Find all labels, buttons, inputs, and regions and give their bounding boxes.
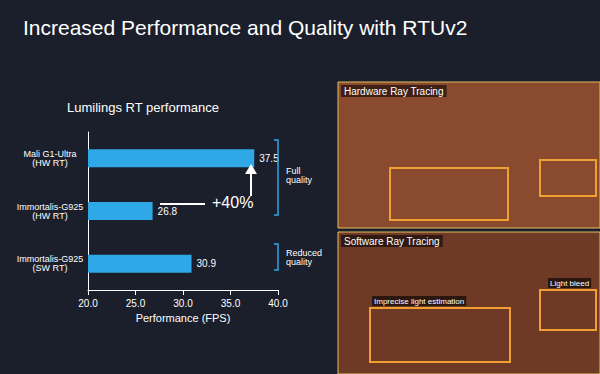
svg-text:Lumilings RT performance: Lumilings RT performance — [67, 100, 219, 115]
svg-text:Imprecise light estimation: Imprecise light estimation — [374, 297, 464, 306]
svg-text:(HW RT): (HW RT) — [32, 211, 67, 221]
svg-text:Hardware Ray Tracing: Hardware Ray Tracing — [344, 86, 443, 97]
svg-text:40.0: 40.0 — [268, 298, 288, 309]
svg-text:quality: quality — [286, 175, 313, 185]
svg-text:30.9: 30.9 — [197, 258, 217, 269]
svg-text:(SW RT): (SW RT) — [33, 263, 68, 273]
svg-text:Light bleed: Light bleed — [550, 279, 589, 288]
svg-text:(HW RT): (HW RT) — [32, 158, 67, 168]
svg-text:+40%: +40% — [212, 194, 253, 211]
svg-text:26.8: 26.8 — [158, 206, 178, 217]
svg-text:Performance (FPS): Performance (FPS) — [136, 312, 231, 324]
svg-text:Increased Performance and Qual: Increased Performance and Quality with R… — [23, 16, 467, 39]
svg-text:35.0: 35.0 — [221, 298, 241, 309]
svg-text:quality: quality — [286, 257, 313, 267]
svg-text:37.5: 37.5 — [259, 153, 279, 164]
svg-text:Immortalis-G925: Immortalis-G925 — [16, 254, 84, 265]
svg-text:Software Ray Tracing: Software Ray Tracing — [344, 236, 440, 247]
svg-text:30.0: 30.0 — [173, 298, 193, 309]
svg-text:Mali G1-Ultra: Mali G1-Ultra — [23, 148, 77, 159]
svg-text:Reduced: Reduced — [286, 247, 322, 258]
svg-text:Immortalis-G925: Immortalis-G925 — [16, 201, 84, 212]
svg-text:Full: Full — [286, 165, 301, 176]
svg-text:20.0: 20.0 — [78, 298, 98, 309]
svg-text:25.0: 25.0 — [126, 298, 146, 309]
